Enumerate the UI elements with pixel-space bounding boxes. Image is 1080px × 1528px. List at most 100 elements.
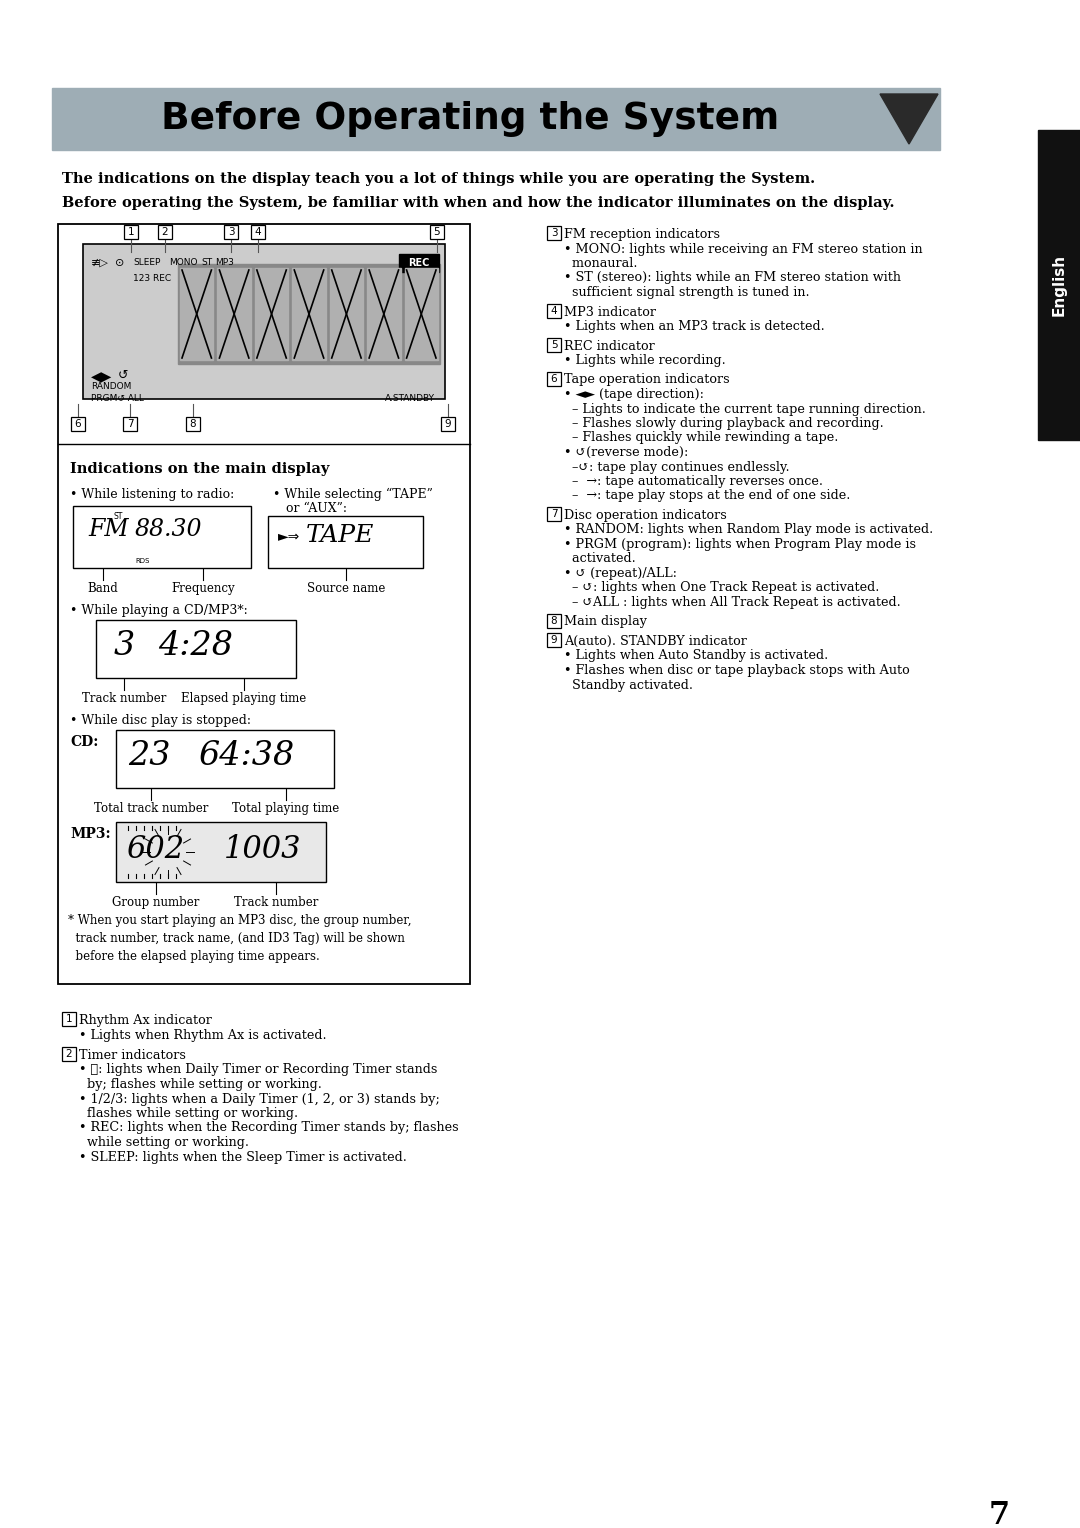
Bar (158, 225, 172, 238)
Text: 2: 2 (66, 1050, 72, 1059)
Text: 3: 3 (228, 228, 234, 237)
Bar (123, 417, 137, 431)
Polygon shape (880, 95, 939, 144)
Text: 1: 1 (127, 228, 134, 237)
Text: Source name: Source name (307, 582, 386, 594)
Text: 23: 23 (129, 740, 171, 772)
Bar (367, 267, 401, 361)
Text: Total track number: Total track number (94, 802, 208, 814)
Text: 7: 7 (126, 419, 133, 429)
Text: 5: 5 (551, 339, 557, 350)
Text: • ⌛: lights when Daily Timer or Recording Timer stands: • ⌛: lights when Daily Timer or Recordin… (79, 1063, 437, 1077)
Text: • ↺(reverse mode):: • ↺(reverse mode): (564, 446, 688, 458)
Text: 1: 1 (66, 1015, 72, 1024)
Text: RDS: RDS (135, 558, 149, 564)
Text: • Lights while recording.: • Lights while recording. (564, 354, 726, 367)
Text: Main display: Main display (564, 616, 647, 628)
Text: – Flashes slowly during playback and recording.: – Flashes slowly during playback and rec… (564, 417, 883, 429)
Text: Rhythm Ax indicator: Rhythm Ax indicator (79, 1015, 212, 1027)
Text: • SLEEP: lights when the Sleep Timer is activated.: • SLEEP: lights when the Sleep Timer is … (79, 1151, 407, 1163)
Bar (399, 254, 438, 272)
Bar (217, 267, 251, 361)
Text: 8: 8 (551, 616, 557, 625)
Text: • PRGM (program): lights when Program Play mode is: • PRGM (program): lights when Program Pl… (564, 538, 916, 552)
Bar (546, 633, 561, 646)
Text: Before Operating the System: Before Operating the System (161, 101, 779, 138)
Bar (178, 264, 440, 364)
Bar (124, 225, 138, 238)
Text: 123 REC: 123 REC (133, 274, 171, 283)
Text: activated.: activated. (564, 553, 636, 565)
Text: Frequency: Frequency (172, 582, 234, 594)
Bar (251, 225, 265, 238)
Bar (546, 226, 561, 240)
Text: monaural.: monaural. (564, 257, 637, 270)
Text: FM: FM (87, 518, 129, 541)
Text: A.STANDBY: A.STANDBY (384, 394, 435, 403)
Text: • While disc play is stopped:: • While disc play is stopped: (70, 714, 251, 727)
Text: * When you start playing an MP3 disc, the group number,
  track number, track na: * When you start playing an MP3 disc, th… (68, 914, 411, 963)
Text: ST: ST (113, 512, 122, 521)
Bar (441, 417, 455, 431)
Text: 4:28: 4:28 (158, 630, 233, 662)
Text: • RANDOM: lights when Random Play mode is activated.: • RANDOM: lights when Random Play mode i… (564, 524, 933, 536)
Text: –↺: tape play continues endlessly.: –↺: tape play continues endlessly. (564, 460, 789, 474)
Bar (62, 1012, 76, 1025)
Text: flashes while setting or working.: flashes while setting or working. (79, 1106, 298, 1120)
Text: Track number: Track number (233, 895, 319, 909)
Text: CD:: CD: (70, 735, 98, 749)
Bar (405, 267, 438, 361)
Text: FM reception indicators: FM reception indicators (564, 228, 720, 241)
Text: ↺: ↺ (118, 368, 129, 382)
Text: REC: REC (408, 258, 430, 267)
Text: Before operating the System, be familiar with when and how the indicator illumin: Before operating the System, be familiar… (62, 196, 894, 209)
Text: The indications on the display teach you a lot of things while you are operating: The indications on the display teach you… (62, 173, 815, 186)
Bar (180, 267, 214, 361)
Text: Standby activated.: Standby activated. (564, 678, 693, 692)
Text: 8: 8 (190, 419, 197, 429)
Text: • 1/2/3: lights when a Daily Timer (1, 2, or 3) stands by;: • 1/2/3: lights when a Daily Timer (1, 2… (79, 1093, 440, 1105)
Text: • While playing a CD/MP3*:: • While playing a CD/MP3*: (70, 604, 247, 617)
Text: – ↺ALL : lights when All Track Repeat is activated.: – ↺ALL : lights when All Track Repeat is… (564, 596, 901, 610)
Bar (96, 620, 296, 678)
Text: • While selecting “TAPE”: • While selecting “TAPE” (273, 487, 433, 501)
Bar (83, 244, 445, 399)
Text: 5: 5 (434, 228, 441, 237)
Text: Indications on the main display: Indications on the main display (70, 461, 329, 477)
Text: • Lights when Rhythm Ax is activated.: • Lights when Rhythm Ax is activated. (79, 1028, 326, 1042)
Text: sufficient signal strength is tuned in.: sufficient signal strength is tuned in. (564, 286, 810, 299)
Text: 2: 2 (162, 228, 168, 237)
Text: • Flashes when disc or tape playback stops with Auto: • Flashes when disc or tape playback sto… (564, 665, 909, 677)
Bar (546, 371, 561, 385)
Text: Band: Band (87, 582, 119, 594)
Bar (58, 225, 470, 984)
Text: ⊙: ⊙ (114, 258, 124, 267)
Bar (1038, 130, 1080, 440)
Bar (52, 89, 940, 150)
Text: – Flashes quickly while rewinding a tape.: – Flashes quickly while rewinding a tape… (564, 431, 838, 445)
Text: by; flashes while setting or working.: by; flashes while setting or working. (79, 1077, 322, 1091)
Text: 88.30: 88.30 (135, 518, 203, 541)
Text: ST: ST (201, 258, 212, 267)
Text: Timer indicators: Timer indicators (79, 1050, 186, 1062)
Text: ≢▷: ≢▷ (91, 258, 109, 267)
Text: ◀▶: ◀▶ (91, 368, 112, 384)
Text: MONO: MONO (168, 258, 198, 267)
Bar (293, 267, 326, 361)
Text: ►⇒: ►⇒ (278, 530, 300, 544)
Bar (546, 338, 561, 351)
Text: –  →: tape play stops at the end of one side.: – →: tape play stops at the end of one s… (564, 489, 850, 503)
Text: MP3: MP3 (215, 258, 234, 267)
Text: • Lights when Auto Standby is activated.: • Lights when Auto Standby is activated. (564, 649, 828, 663)
Text: – Lights to indicate the current tape running direction.: – Lights to indicate the current tape ru… (564, 402, 926, 416)
Text: Disc operation indicators: Disc operation indicators (564, 509, 727, 523)
Bar (186, 417, 200, 431)
Text: • ◄► (tape direction):: • ◄► (tape direction): (564, 388, 704, 400)
Text: or “AUX”:: or “AUX”: (286, 503, 347, 515)
Text: Group number: Group number (112, 895, 200, 909)
Text: 602: 602 (126, 834, 184, 865)
Bar (546, 614, 561, 628)
Text: Track number: Track number (82, 692, 166, 704)
Bar (116, 822, 326, 882)
Bar (224, 225, 238, 238)
